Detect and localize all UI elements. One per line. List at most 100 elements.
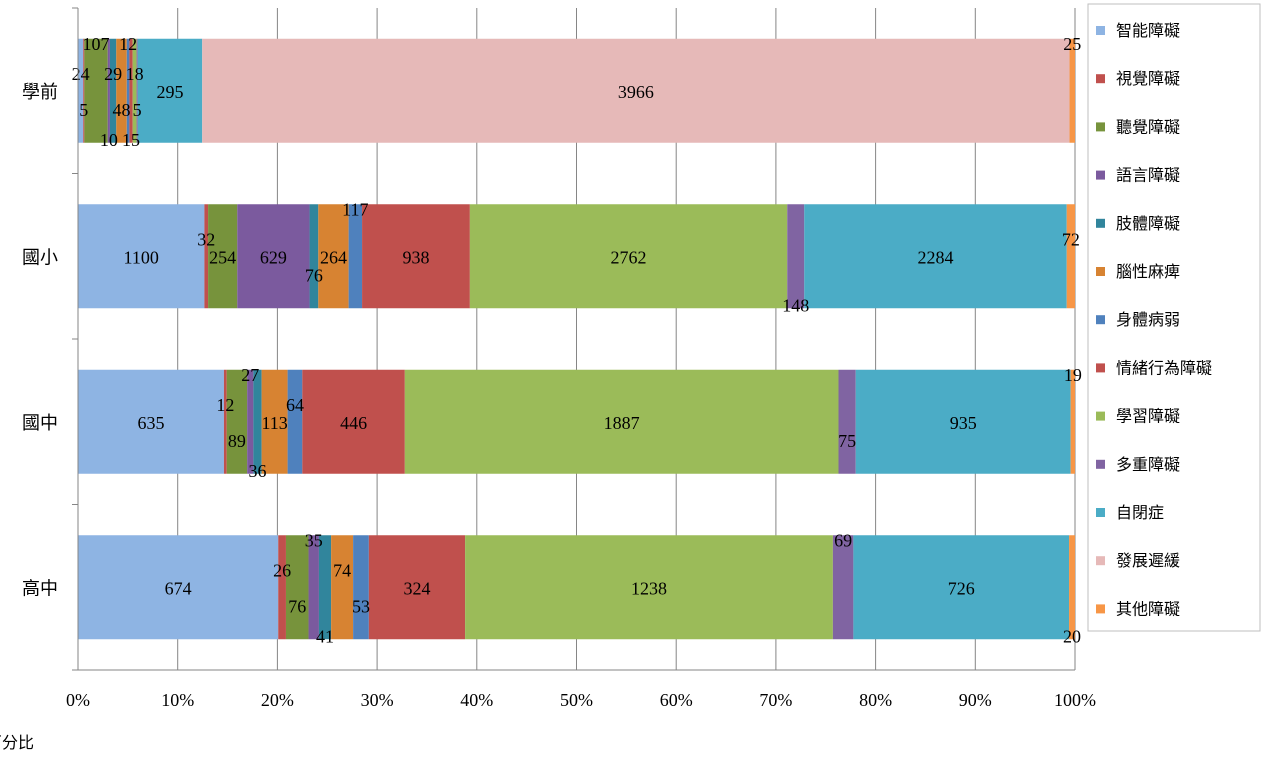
data-label: 76	[305, 265, 323, 285]
data-label: 938	[402, 247, 429, 267]
legend-swatch	[1096, 122, 1105, 132]
legend-box	[1087, 3, 1261, 632]
legend-label: 情緒行為障礙	[1116, 358, 1212, 377]
data-label: 76	[288, 596, 306, 616]
bar-segment	[285, 535, 309, 640]
x-tick-label: 100%	[1054, 690, 1096, 710]
bar-segment	[787, 204, 805, 309]
bar-segment	[1066, 204, 1075, 309]
data-label: 25	[1063, 34, 1081, 54]
legend-swatch	[1096, 74, 1105, 84]
legend-label: 語言障礙	[1116, 166, 1180, 185]
data-label: 1887	[604, 413, 640, 433]
legend-swatch	[1096, 170, 1105, 180]
bar-segment	[237, 204, 310, 309]
bar-segment	[226, 369, 248, 474]
data-label: 89	[228, 431, 246, 451]
legend-label: 自閉症	[1116, 503, 1164, 522]
data-label: 64	[286, 395, 304, 415]
data-label: 113	[261, 413, 287, 433]
legend-label: 學習障礙	[1116, 407, 1180, 426]
data-label: 53	[352, 596, 370, 616]
bar-segment	[137, 38, 203, 143]
bar-segment	[78, 38, 84, 143]
data-label: 19	[1064, 365, 1082, 385]
data-label: 107	[83, 34, 110, 54]
data-label: 1100	[124, 247, 159, 267]
data-label: 3966	[618, 82, 654, 102]
data-label: 24	[72, 64, 90, 84]
data-label: 69	[834, 530, 852, 550]
data-label: 12	[119, 34, 137, 54]
legend-label: 智能障礙	[1116, 21, 1180, 40]
data-label: 10	[100, 130, 118, 150]
x-tick-label: 20%	[261, 690, 294, 710]
bar-segment	[204, 204, 209, 309]
data-label: 117	[342, 199, 368, 219]
legend-label: 多重障礙	[1116, 455, 1180, 474]
bar-segment	[78, 535, 279, 640]
bar-segment	[78, 204, 205, 309]
bar-segment	[318, 535, 332, 640]
data-label: 254	[209, 247, 236, 267]
data-label: 41	[316, 626, 334, 646]
legend: 智能障礙視覺障礙聽覺障礙語言障礙肢體障礙腦性麻痺身體病弱情緒行為障礙學習障礙多重…	[1087, 3, 1261, 632]
bar-segment	[1069, 535, 1075, 640]
bar-segment	[368, 535, 466, 640]
bar-segment	[855, 369, 1071, 474]
data-label: 32	[197, 229, 215, 249]
axes: 0% 10% 20% 30% 40% 50% 60% 70% 80% 90% 100% 學前國小國中高…	[22, 7, 1096, 710]
data-label: 324	[403, 578, 430, 598]
bar-segment	[83, 38, 85, 143]
data-label: 148	[782, 295, 809, 315]
data-label: 36	[248, 461, 266, 481]
data-label: 72	[1062, 229, 1080, 249]
legend-swatch	[1096, 363, 1105, 373]
bar-segment	[465, 535, 833, 640]
bar-segment	[208, 204, 238, 309]
bar-segment	[308, 535, 319, 640]
bar-segments	[78, 38, 1075, 640]
legend-swatch	[1096, 218, 1105, 228]
x-tick-label: 70%	[759, 690, 792, 710]
bar-segment	[223, 369, 227, 474]
category-label: 國中	[22, 413, 58, 434]
legend-label: 發展遲緩	[1116, 551, 1180, 570]
bar-segment	[129, 38, 133, 143]
x-tick-label: 60%	[660, 690, 693, 710]
legend-swatch	[1096, 459, 1105, 469]
data-label: 75	[838, 431, 856, 451]
bar-segment	[309, 204, 319, 309]
legend-label: 其他障礙	[1116, 599, 1180, 618]
bar-segment	[318, 204, 349, 309]
x-tick-label: 10%	[161, 690, 194, 710]
data-label: 726	[948, 578, 975, 598]
bar-segment	[302, 369, 405, 474]
legend-swatch	[1096, 26, 1105, 35]
x-axis-title: 百分比	[0, 733, 34, 752]
bar-segment	[348, 204, 363, 309]
legend-label: 聽覺障礙	[1116, 117, 1180, 136]
data-label: 2284	[917, 247, 953, 267]
data-label: 5	[79, 100, 88, 120]
bar-segment	[107, 38, 110, 143]
data-label: 18	[126, 64, 144, 84]
bar-segment	[1070, 369, 1075, 474]
x-tick-label: 0%	[66, 690, 90, 710]
bar-segment	[832, 535, 854, 640]
data-label: 629	[260, 247, 287, 267]
data-label: 12	[216, 395, 234, 415]
x-tick-label: 90%	[959, 690, 992, 710]
legend-label: 視覺障礙	[1116, 69, 1180, 88]
x-tick-label: 50%	[560, 690, 593, 710]
bar-segment	[202, 38, 1070, 143]
data-label: 264	[320, 247, 347, 267]
data-label: 15	[122, 130, 140, 150]
legend-swatch	[1096, 556, 1105, 566]
legend-swatch	[1096, 315, 1105, 325]
bar-segment	[126, 38, 130, 143]
legend-label: 肢體障礙	[1116, 214, 1180, 233]
bar-segment	[331, 535, 354, 640]
data-label: 74	[333, 560, 351, 580]
data-label: 27	[241, 365, 259, 385]
